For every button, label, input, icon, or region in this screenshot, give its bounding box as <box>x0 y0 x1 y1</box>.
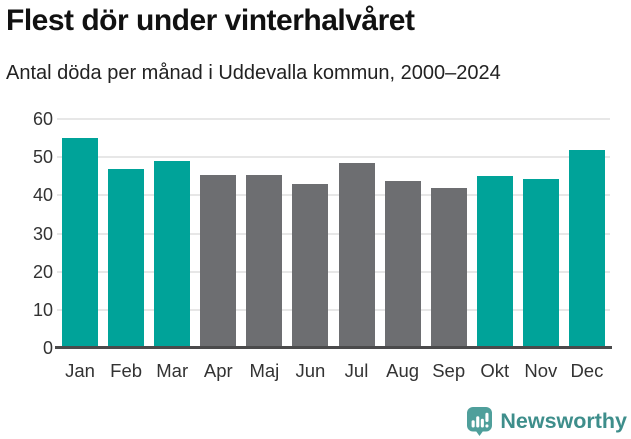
x-axis-line <box>55 346 612 349</box>
gridline-10 <box>57 308 610 311</box>
bar-sep <box>430 188 467 348</box>
bar-slot-jul <box>333 119 379 348</box>
gridline-60 <box>57 118 610 120</box>
x-tick-dec: Dec <box>570 360 604 381</box>
x-tick-sep: Sep <box>432 360 466 381</box>
bar-jun <box>292 183 329 348</box>
chart-title: Flest dör under vinterhalvåret <box>6 4 415 37</box>
bar-okt <box>476 175 513 348</box>
gridline-40 <box>57 194 610 197</box>
bar-jan <box>62 138 99 348</box>
brand-name: Newsworthy <box>500 408 627 433</box>
bar-slot-feb <box>103 119 149 348</box>
bar-slot-okt <box>472 119 518 348</box>
bar-feb <box>108 169 145 348</box>
x-tick-feb: Feb <box>110 360 143 381</box>
gridline-30 <box>57 232 610 235</box>
bar-aug <box>384 181 421 348</box>
x-tick-jan: Jan <box>65 360 95 381</box>
y-tick-30: 30 <box>32 223 53 244</box>
brand-footer: Newsworthy <box>466 406 627 436</box>
x-tick-okt: Okt <box>480 360 510 381</box>
x-tick-maj: Maj <box>249 360 280 381</box>
bar-slot-dec <box>564 119 610 348</box>
x-tick-nov: Nov <box>524 360 558 381</box>
x-tick-jul: Jul <box>344 360 369 381</box>
y-tick-40: 40 <box>32 185 53 206</box>
gridline-20 <box>57 270 610 273</box>
y-tick-0: 0 <box>42 338 53 358</box>
gridline-50 <box>57 156 610 159</box>
bar-maj <box>246 174 283 348</box>
bar-slot-maj <box>241 119 287 348</box>
x-tick-mar: Mar <box>156 360 189 381</box>
bar-dec <box>568 149 605 348</box>
x-axis-labels: Jan Feb Mar Apr Maj Jun Jul Aug Sep Okt Nov Dec <box>57 360 610 382</box>
x-tick-apr: Apr <box>203 360 233 381</box>
newsworthy-chart-bubble-icon <box>467 407 493 436</box>
y-tick-60: 60 <box>32 109 53 129</box>
bar-slot-jan <box>57 119 103 348</box>
x-tick-jun: Jun <box>295 360 326 381</box>
bar-nov <box>522 178 559 348</box>
x-tick-aug: Aug <box>386 360 420 381</box>
bar-slot-nov <box>518 119 564 348</box>
y-tick-50: 50 <box>32 147 53 168</box>
chart-subtitle: Antal döda per månad i Uddevalla kommun,… <box>6 62 501 84</box>
bar-slot-mar <box>149 119 195 348</box>
bar-mar <box>154 160 191 348</box>
bar-slot-jun <box>287 119 333 348</box>
bars-area <box>57 119 610 348</box>
bar-apr <box>200 174 237 348</box>
bar-jul <box>338 162 375 348</box>
bar-slot-aug <box>380 119 426 348</box>
bar-slot-sep <box>426 119 472 348</box>
plot-area <box>57 118 610 348</box>
y-tick-10: 10 <box>32 299 53 320</box>
y-tick-20: 20 <box>32 261 53 282</box>
bar-slot-apr <box>195 119 241 348</box>
